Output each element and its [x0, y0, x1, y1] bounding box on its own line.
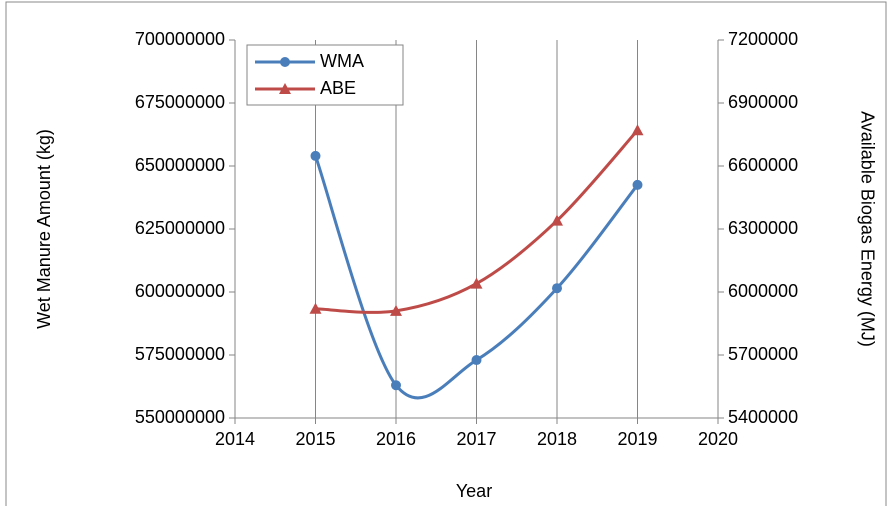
data-point — [551, 214, 563, 226]
y-tick-label: 700000000 — [135, 29, 225, 49]
data-point — [552, 283, 562, 294]
x-tick-label: 2015 — [295, 429, 335, 449]
data-point — [470, 277, 483, 289]
data-point — [309, 302, 322, 314]
y2-tick-label: 6000000 — [728, 281, 798, 301]
legend-label: ABE — [320, 78, 356, 98]
x-tick-label: 2019 — [617, 429, 657, 449]
x-tick-label: 2016 — [376, 429, 416, 449]
x-axis-label: Year — [456, 481, 492, 501]
y-tick-label: 600000000 — [135, 281, 225, 301]
data-point — [310, 150, 321, 161]
data-point — [390, 304, 402, 316]
legend-marker — [279, 83, 291, 94]
legend-label: WMA — [320, 51, 364, 71]
y2-axis-label: Available Biogas Energy (MJ) — [857, 111, 877, 347]
data-point — [471, 355, 482, 366]
y2-tick-label: 5700000 — [728, 344, 798, 364]
data-point — [632, 179, 643, 190]
y2-tick-label: 7200000 — [728, 29, 798, 49]
data-point — [631, 124, 644, 136]
legend: WMA ABE — [246, 44, 404, 106]
x-tick-label: 2020 — [698, 429, 738, 449]
series-line — [315, 129, 639, 314]
chart-border — [5, 1, 887, 506]
y-tick-label: 650000000 — [135, 155, 225, 175]
y-tick-label: 625000000 — [135, 218, 225, 238]
x-tick-label: 2017 — [456, 429, 496, 449]
data-point — [391, 380, 401, 391]
y2-tick-label: 5400000 — [728, 407, 798, 427]
y-tick-label: 575000000 — [135, 344, 225, 364]
y2-tick-label: 6600000 — [728, 155, 798, 175]
x-tick-label: 2018 — [537, 429, 577, 449]
legend-box — [246, 44, 404, 106]
y2-tick-label: 6900000 — [728, 92, 798, 112]
y-axis-label: Wet Manure Amount (kg) — [34, 129, 54, 329]
y-tick-label: 550000000 — [135, 407, 225, 427]
legend-marker — [280, 57, 290, 67]
x-tick-label: 2014 — [215, 429, 255, 449]
y-tick-label: 675000000 — [135, 92, 225, 112]
y2-tick-label: 6300000 — [728, 218, 798, 238]
series-line — [314, 155, 639, 400]
